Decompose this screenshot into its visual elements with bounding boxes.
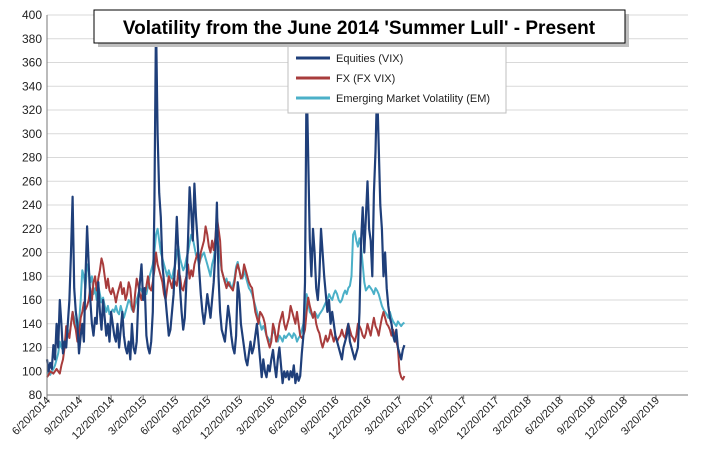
legend-fx-label: FX (FX VIX) bbox=[336, 73, 395, 85]
y-tick-label: 260 bbox=[22, 174, 42, 188]
y-tick-label: 320 bbox=[22, 103, 42, 117]
y-tick-label: 200 bbox=[22, 246, 42, 260]
y-tick-label: 220 bbox=[22, 222, 42, 236]
series-line-equities-vix bbox=[45, 18, 406, 385]
title-box-shadow bbox=[93, 9, 626, 44]
y-tick-label: 140 bbox=[22, 317, 42, 331]
series-line-em-volatility bbox=[46, 227, 405, 376]
y-tick-label: 380 bbox=[22, 32, 42, 46]
series-line-fx-vix bbox=[46, 215, 406, 381]
chart-title-group: Volatility from the June 2014 'Summer Lu… bbox=[93, 9, 629, 47]
y-tick-label: 120 bbox=[22, 341, 42, 355]
y-tick-label: 340 bbox=[22, 79, 42, 93]
y-tick-label: 360 bbox=[22, 56, 42, 70]
legend-em-label: Emerging Market Volatility (EM) bbox=[336, 93, 490, 105]
y-tick-label: 400 bbox=[22, 8, 42, 22]
y-tick-label: 300 bbox=[22, 127, 42, 141]
axes bbox=[46, 15, 688, 396]
y-tick-label: 240 bbox=[22, 198, 42, 212]
x-axis-ticks: 6/20/20149/20/201412/20/20143/20/20156/2… bbox=[10, 395, 662, 442]
series-lines bbox=[45, 18, 406, 385]
y-axis-ticks: 80 100 120 140 160 180 200 220 240 260 280 300 320 34… bbox=[22, 8, 42, 402]
y-tick-label: 100 bbox=[22, 364, 42, 378]
legend: Equities (VIX) FX (FX VIX) Emerging Market… bbox=[287, 44, 507, 114]
y-tick-label: 180 bbox=[22, 269, 42, 283]
legend-equities-label: Equities (VIX) bbox=[336, 53, 403, 65]
y-tick-label: 80 bbox=[29, 388, 43, 402]
chart-title: Volatility from the June 2014 'Summer Lu… bbox=[123, 18, 596, 39]
y-tick-label: 280 bbox=[22, 151, 42, 165]
y-tick-label: 160 bbox=[22, 293, 42, 307]
